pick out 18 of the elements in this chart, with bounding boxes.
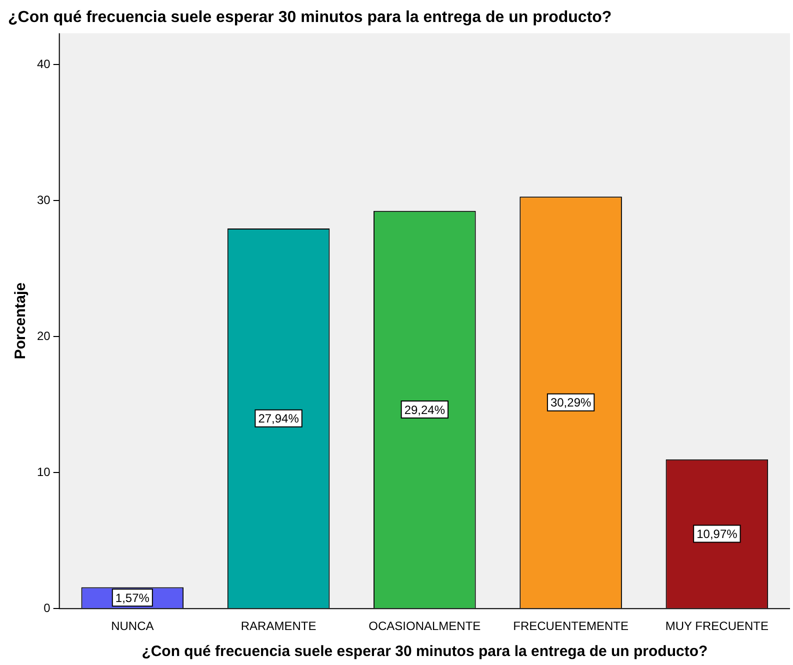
y-tick-label: 10 (36, 464, 51, 479)
x-axis-title: ¿Con qué frecuencia suele esperar 30 minutos para la entrega de un producto? (142, 643, 708, 660)
y-tick-label: 20 (36, 328, 51, 343)
x-tick-label: OCASIONALMENTE (368, 619, 481, 634)
x-tick-label: NUNCA (111, 619, 154, 634)
data-label: 10,97% (696, 527, 738, 542)
data-label: 27,94% (258, 412, 300, 426)
y-tick-label: 30 (36, 192, 51, 207)
y-axis-title: Porcentaje (12, 282, 30, 360)
x-tick-label: MUY FRECUENTE (665, 619, 768, 634)
chart-title: ¿Con qué frecuencia suele esperar 30 minutos para la entrega de un producto? (8, 9, 612, 26)
y-tick-label: 0 (44, 600, 51, 615)
data-label: 30,29% (550, 396, 592, 410)
x-tick-label: FRECUENTEMENTE (513, 619, 628, 634)
data-label: 1,57% (115, 590, 150, 605)
data-label: 29,24% (404, 402, 446, 417)
y-tick-label: 40 (36, 56, 51, 71)
x-tick-label: RARAMENTE (240, 619, 316, 634)
